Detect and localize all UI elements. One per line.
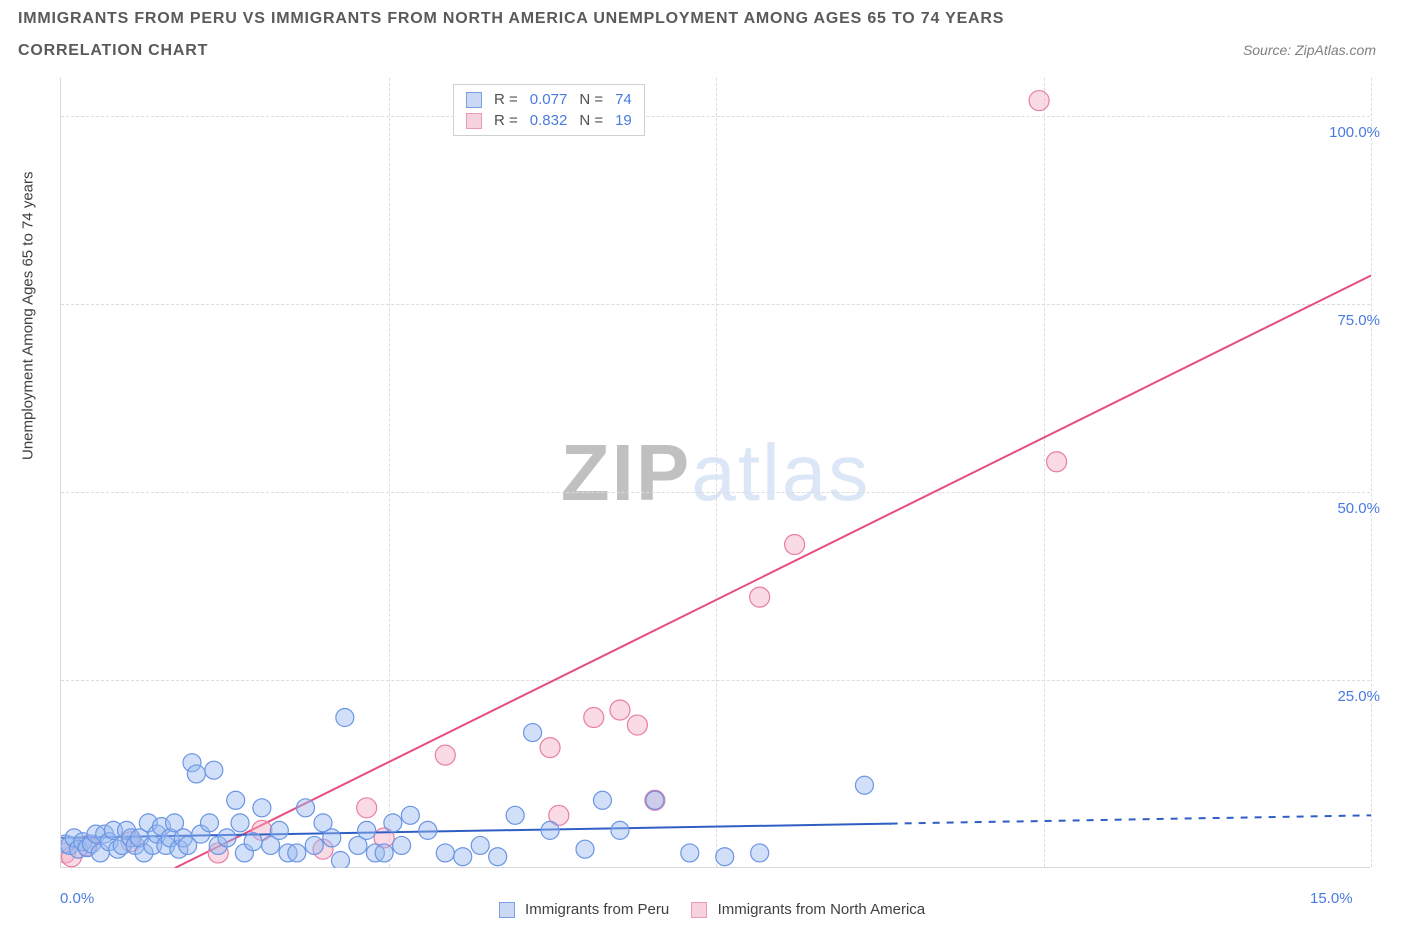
scatter-point-peru xyxy=(524,724,542,742)
scatter-point-na xyxy=(540,738,560,758)
source-credit: Source: ZipAtlas.com xyxy=(1243,42,1376,58)
scatter-point-na xyxy=(750,587,770,607)
stats-row-na: R =0.832N =19 xyxy=(460,110,638,131)
stats-swatch-na xyxy=(466,113,482,129)
scatter-point-na xyxy=(785,534,805,554)
scatter-point-peru xyxy=(244,833,262,851)
legend-bottom: Immigrants from Peru Immigrants from Nor… xyxy=(0,901,1406,918)
y-tick-label: 100.0% xyxy=(1310,124,1380,141)
scatter-point-na xyxy=(357,798,377,818)
scatter-point-peru xyxy=(401,806,419,824)
stats-swatch-peru xyxy=(466,92,482,108)
scatter-point-peru xyxy=(611,821,629,839)
scatter-point-peru xyxy=(506,806,524,824)
x-tick-max: 15.0% xyxy=(1310,890,1353,907)
scatter-point-peru xyxy=(489,848,507,866)
trend-line-peru-dashed xyxy=(891,815,1371,823)
scatter-point-peru xyxy=(855,776,873,794)
stats-box: R =0.077N =74R =0.832N =19 xyxy=(453,84,645,136)
legend-label-na: Immigrants from North America xyxy=(718,901,926,918)
scatter-point-peru xyxy=(227,791,245,809)
scatter-point-peru xyxy=(384,814,402,832)
y-tick-label: 25.0% xyxy=(1310,688,1380,705)
y-tick-label: 75.0% xyxy=(1310,312,1380,329)
legend-swatch-na xyxy=(691,902,707,918)
chart-container: IMMIGRANTS FROM PERU VS IMMIGRANTS FROM … xyxy=(0,0,1406,930)
scatter-point-peru xyxy=(681,844,699,862)
x-tick-min: 0.0% xyxy=(60,890,94,907)
scatter-point-peru xyxy=(331,851,349,868)
plot-area: ZIPatlas xyxy=(60,78,1370,868)
legend-label-peru: Immigrants from Peru xyxy=(525,901,669,918)
svg-layer xyxy=(61,78,1371,868)
scatter-point-peru xyxy=(751,844,769,862)
scatter-point-peru xyxy=(253,799,271,817)
scatter-point-peru xyxy=(200,814,218,832)
scatter-point-peru xyxy=(205,761,223,779)
scatter-point-peru xyxy=(541,821,559,839)
scatter-point-na xyxy=(610,700,630,720)
scatter-point-peru xyxy=(375,844,393,862)
legend-swatch-peru xyxy=(499,902,515,918)
scatter-point-peru xyxy=(297,799,315,817)
title-line2: CORRELATION CHART xyxy=(18,42,208,60)
trend-line-na xyxy=(175,276,1371,869)
scatter-point-peru xyxy=(218,829,236,847)
scatter-point-peru xyxy=(187,765,205,783)
scatter-point-peru xyxy=(646,791,664,809)
scatter-point-peru xyxy=(419,821,437,839)
scatter-point-peru xyxy=(305,836,323,854)
scatter-point-peru xyxy=(454,848,472,866)
scatter-point-peru xyxy=(323,829,341,847)
y-tick-label: 50.0% xyxy=(1310,500,1380,517)
gridline-v xyxy=(1371,78,1372,867)
y-axis-label: Unemployment Among Ages 65 to 74 years xyxy=(20,171,37,460)
scatter-point-peru xyxy=(231,814,249,832)
scatter-point-na xyxy=(584,708,604,728)
scatter-point-peru xyxy=(336,709,354,727)
scatter-point-peru xyxy=(358,821,376,839)
scatter-point-peru xyxy=(593,791,611,809)
scatter-point-na xyxy=(1047,452,1067,472)
scatter-point-peru xyxy=(471,836,489,854)
scatter-point-peru xyxy=(270,821,288,839)
scatter-point-peru xyxy=(288,844,306,862)
scatter-point-peru xyxy=(576,840,594,858)
scatter-point-peru xyxy=(393,836,411,854)
title-line1: IMMIGRANTS FROM PERU VS IMMIGRANTS FROM … xyxy=(18,10,1004,28)
scatter-point-na xyxy=(435,745,455,765)
scatter-point-na xyxy=(1029,91,1049,111)
stats-row-peru: R =0.077N =74 xyxy=(460,89,638,110)
scatter-point-na xyxy=(627,715,647,735)
scatter-point-peru xyxy=(436,844,454,862)
scatter-point-peru xyxy=(716,848,734,866)
